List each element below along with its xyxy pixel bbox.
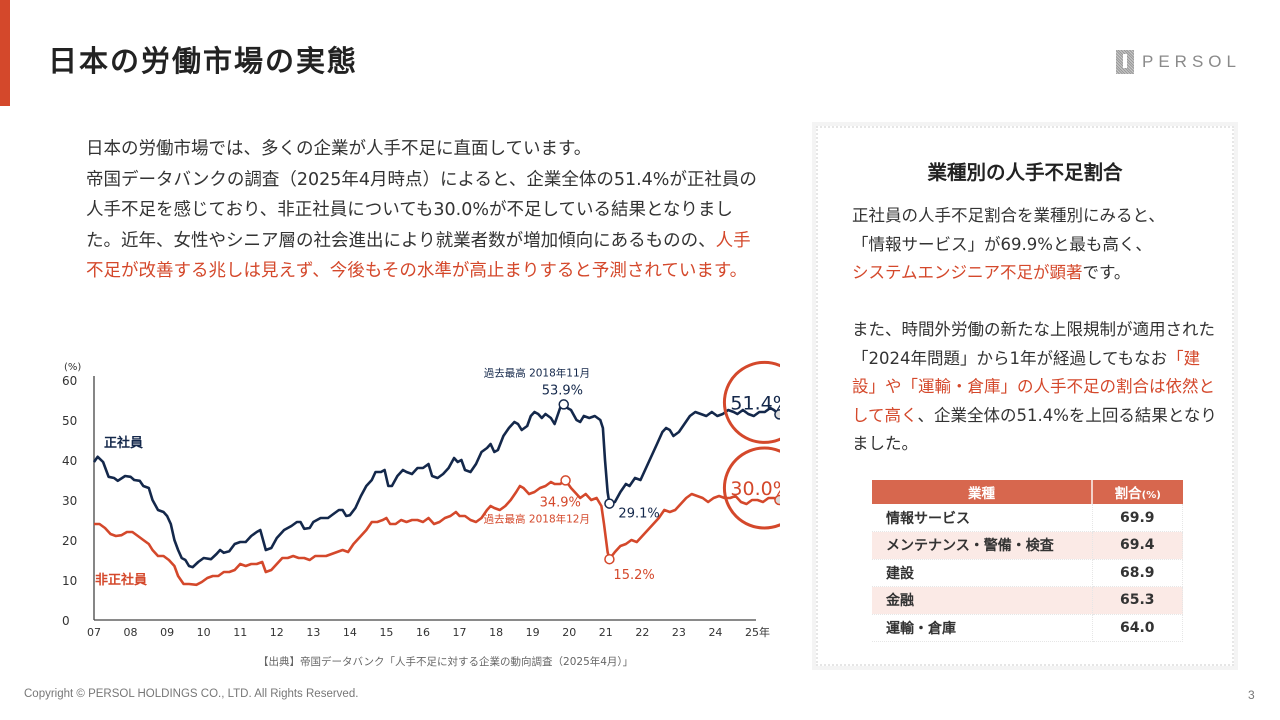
annotation-value-label: 53.9% (542, 383, 583, 398)
card-title: 業種別の人手不足割合 (927, 161, 1123, 184)
x-tick-label: 17 (453, 626, 467, 639)
card-p2-highlight: 「建設」や「運輸・倉庫」の人手不足の割合は依然として高く (852, 348, 1215, 425)
x-tick-label: 18 (489, 626, 503, 639)
record-high-label-nonregular: 過去最高 2018年12月 (484, 512, 590, 525)
intro-line-1: 日本の労働市場では、多くの企業が人手不足に直面しています。 (86, 139, 592, 159)
x-tick-label: 12 (270, 626, 284, 639)
card-body: 正社員の人手不足割合を業種別にみると、 「情報サービス」が69.9%と最も高く、… (852, 202, 1222, 459)
card-p2: また、時間外労働の新たな上限規制が適用された「2024年問題」から1年が経過して… (852, 316, 1222, 459)
header-ratio: 割合(%) (1092, 480, 1183, 504)
header-ratio-unit: (%) (1141, 490, 1161, 501)
industry-name: 建設 (872, 559, 1093, 587)
y-tick-label: 60 (62, 374, 77, 388)
y-tick-label: 20 (62, 534, 77, 548)
line-chart: (%) 0 10 20 30 40 50 60 07 08 09 10 11 12 13 14 15 16 17 18… (62, 360, 780, 639)
y-axis-unit-label: (%) (64, 362, 81, 373)
latest-value-label: 51.4% (730, 392, 780, 414)
intro-highlight-text: 人手不足が改善する兆しは見えず、今後もその水準が高止まりすると予測されています。 (86, 230, 751, 282)
table-row: 金融 65.3 (872, 586, 1183, 615)
x-tick-label: 07 (87, 626, 101, 639)
persol-logo: PERSOL (1116, 50, 1241, 74)
x-tick-label: 19 (526, 626, 540, 639)
series-label-nonregular: 非正社員 (95, 572, 147, 588)
x-tick-label: 09 (160, 626, 174, 639)
x-tick-label: 21 (599, 626, 613, 639)
page-title: 日本の労働市場の実態 (48, 44, 359, 78)
logo-text: PERSOL (1142, 52, 1241, 71)
table-row: 運輸・倉庫 64.0 (872, 614, 1183, 642)
card-p1-line1: 正社員の人手不足割合を業種別にみると、 (852, 206, 1165, 225)
header-ratio-label: 割合 (1114, 486, 1142, 502)
x-tick-label: 15 (379, 626, 393, 639)
x-tick-label: 14 (343, 626, 357, 639)
x-tick-label: 13 (306, 626, 320, 639)
annotation-value-label: 34.9% (540, 495, 581, 510)
intro-body-text: 帝国データバンクの調査（2025年4月時点）によると、企業全体の51.4%が正社… (86, 169, 757, 251)
x-tick-label: 24 (708, 626, 722, 639)
annotation-value-label: 29.1% (618, 507, 659, 522)
card-p1-line2: 「情報サービス」が69.9%と最も高く、 (852, 234, 1152, 254)
industry-name: メンテナンス・警備・検査 (872, 531, 1093, 560)
table-row: 建設 68.9 (872, 559, 1183, 587)
annotation-marker (774, 494, 780, 506)
table-row: 情報サービス 69.9 (872, 504, 1183, 532)
intro-paragraph: 日本の労働市場では、多くの企業が人手不足に直面しています。 帝国データバンクの調… (86, 134, 766, 287)
card-p2-text-2: 、企業全体の51.4%を上回る結果となりました。 (852, 405, 1217, 454)
intro-body: 帝国データバンクの調査（2025年4月時点）によると、企業全体の51.4%が正社… (86, 165, 766, 287)
highlight-ring (722, 446, 780, 530)
x-tick-label: 20 (562, 626, 576, 639)
annotation-marker (558, 399, 569, 410)
header-industry: 業種 (872, 480, 1093, 504)
card-p1-highlight: システムエンジニア不足が顕著 (852, 263, 1083, 282)
persol-logo-icon (1116, 50, 1134, 74)
industry-ratio: 69.9 (1092, 504, 1183, 532)
x-tick-label: 23 (672, 626, 686, 639)
x-tick-label: 16 (416, 626, 430, 639)
industry-ratio: 68.9 (1092, 559, 1183, 587)
chart-source: 【出典】帝国データバンク「人手不足に対する企業の動向調査（2025年4月）」 (258, 656, 634, 668)
industry-name: 金融 (872, 586, 1093, 615)
industry-name: 運輸・倉庫 (872, 614, 1093, 642)
industry-table: 業種 割合(%) 情報サービス 69.9 メンテナンス・警備・検査 69.4 建… (872, 480, 1183, 642)
y-tick-label: 0 (62, 614, 70, 628)
industry-card: 業種別の人手不足割合 正社員の人手不足割合を業種別にみると、 「情報サービス」が… (816, 126, 1234, 666)
x-tick-label: 08 (124, 626, 138, 639)
paragraph-gap (852, 288, 1222, 317)
annotation-marker (774, 409, 780, 420)
y-tick-label: 30 (62, 494, 77, 508)
page-number: 3 (1248, 688, 1255, 702)
series-line-regular (92, 403, 780, 569)
annotation-marker (604, 498, 615, 509)
highlight-ring (722, 360, 780, 444)
industry-name: 情報サービス (872, 504, 1093, 532)
x-tick-label: 10 (197, 626, 211, 639)
card-p1-line3: システムエンジニア不足が顕著です。 (852, 259, 1222, 288)
y-tick-label: 50 (62, 414, 77, 428)
y-tick-label: 40 (62, 454, 77, 468)
x-tick-label: 22 (635, 626, 649, 639)
annotation-marker (604, 553, 615, 565)
series-line-nonregular (94, 479, 780, 587)
industry-ratio: 69.4 (1092, 531, 1183, 560)
x-tick-label: 25年 (745, 625, 770, 639)
series-label-regular: 正社員 (104, 435, 143, 451)
card-p1-tail: です。 (1082, 263, 1131, 282)
industry-ratio: 64.0 (1092, 614, 1183, 642)
x-tick-label: 11 (233, 626, 247, 639)
card-p2-text-1: また、時間外労働の新たな上限規制が適用された「2024年問題」から1年が経過して… (852, 320, 1215, 368)
table-header-row: 業種 割合(%) (872, 480, 1183, 504)
industry-ratio: 65.3 (1092, 586, 1183, 615)
annotation-value-label: 15.2% (613, 568, 654, 583)
record-high-label-regular: 過去最高 2018年11月 (484, 366, 590, 379)
annotation-marker (560, 475, 571, 486)
table-row: メンテナンス・警備・検査 69.4 (872, 531, 1183, 560)
y-tick-label: 10 (62, 574, 77, 588)
labor-shortage-chart: (%) 0 10 20 30 40 50 60 07 08 09 10 11 12 13 14 15 16 17 18… (50, 350, 780, 650)
title-accent-bar (0, 0, 10, 106)
latest-value-label: 30.0% (730, 478, 780, 500)
copyright: Copyright © PERSOL HOLDINGS CO., LTD. Al… (24, 688, 359, 700)
